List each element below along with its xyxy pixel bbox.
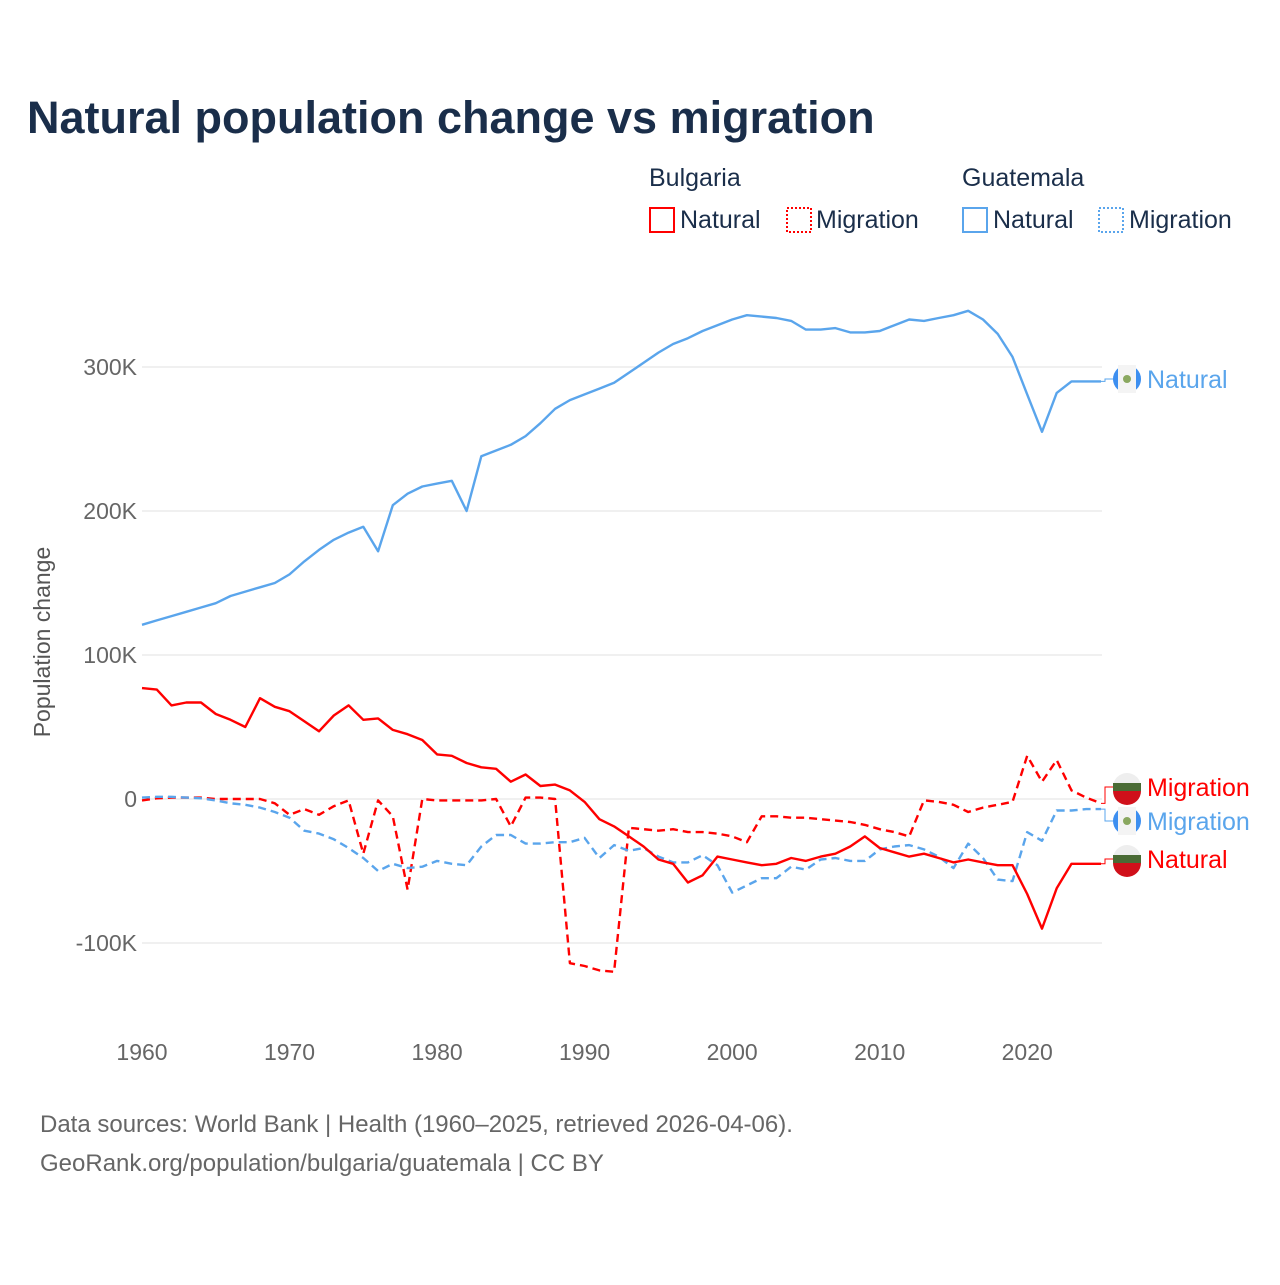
end-label-guatemala-migration: Migration (1147, 808, 1250, 836)
end-label-connector (1101, 858, 1113, 865)
legend-swatch (1098, 207, 1124, 233)
series-line-guatemala-natural (141, 309, 1101, 626)
flag-icon-bulgaria (1113, 773, 1141, 805)
end-label-guatemala-natural: Natural (1147, 366, 1228, 394)
series-line-bulgaria-migration (141, 754, 1102, 973)
flag-icon-bulgaria (1113, 845, 1141, 877)
flag-emblem (1123, 817, 1131, 825)
x-axis-ticks: 1960 1970 1980 1990 2000 2010 2020 (116, 1039, 1052, 1065)
flag-green (1113, 855, 1141, 863)
end-labels: Natural Migration Migration Natural (1101, 365, 1250, 877)
x-tick-label: 1980 (411, 1039, 462, 1065)
legend-group-guatemala: Guatemala (962, 164, 1084, 192)
legend-swatch (962, 207, 988, 233)
legend-label: Migration (816, 206, 919, 234)
flag-emblem (1123, 375, 1131, 383)
legend-label: Natural (680, 206, 761, 234)
x-tick-label: 2020 (1002, 1039, 1053, 1065)
legend-item-bulgaria-migration[interactable]: Migration (786, 206, 919, 234)
y-tick-label: 300K (83, 354, 137, 380)
series-line-bulgaria-natural (141, 686, 1101, 930)
end-label-bulgaria-migration: Migration (1147, 774, 1250, 802)
end-label-bulgaria-natural: Natural (1147, 846, 1228, 874)
x-tick-label: 1990 (559, 1039, 610, 1065)
flag-green (1113, 783, 1141, 791)
footer-link[interactable]: GeoRank.org/population/bulgaria/guatemal… (40, 1150, 604, 1177)
x-tick-label: 1960 (116, 1039, 167, 1065)
flag-red (1113, 791, 1141, 805)
legend: Bulgaria Guatemala Natural Migration Nat… (649, 164, 1232, 234)
legend-group-bulgaria: Bulgaria (649, 164, 741, 192)
x-tick-label: 1970 (264, 1039, 315, 1065)
flag-red (1113, 863, 1141, 877)
chart-title: Natural population change vs migration (27, 92, 875, 143)
legend-swatch (786, 207, 812, 233)
legend-item-guatemala-natural[interactable]: Natural (962, 206, 1074, 234)
y-tick-label: -100K (76, 930, 138, 956)
legend-label: Natural (993, 206, 1074, 234)
end-label-connector (1101, 786, 1113, 804)
y-tick-label: 0 (124, 786, 137, 812)
footer-sources: Data sources: World Bank | Health (1960–… (40, 1111, 793, 1138)
series-lines (141, 309, 1102, 973)
flag-icon-guatemala (1113, 365, 1141, 393)
legend-swatch (649, 207, 675, 233)
x-tick-label: 2010 (854, 1039, 905, 1065)
legend-item-bulgaria-natural[interactable]: Natural (649, 206, 761, 234)
flag-icon-guatemala (1113, 807, 1141, 835)
end-label-connector (1101, 808, 1113, 822)
end-label-connector (1101, 378, 1113, 382)
legend-item-guatemala-migration[interactable]: Migration (1098, 206, 1232, 234)
x-tick-label: 2000 (707, 1039, 758, 1065)
y-tick-label: 100K (83, 642, 137, 668)
legend-label: Migration (1129, 206, 1232, 234)
y-tick-label: 200K (83, 498, 137, 524)
gridlines (142, 366, 1102, 944)
y-axis-ticks: -100K 0 100K 200K 300K (76, 354, 138, 956)
y-axis-label: Population change (29, 547, 55, 738)
